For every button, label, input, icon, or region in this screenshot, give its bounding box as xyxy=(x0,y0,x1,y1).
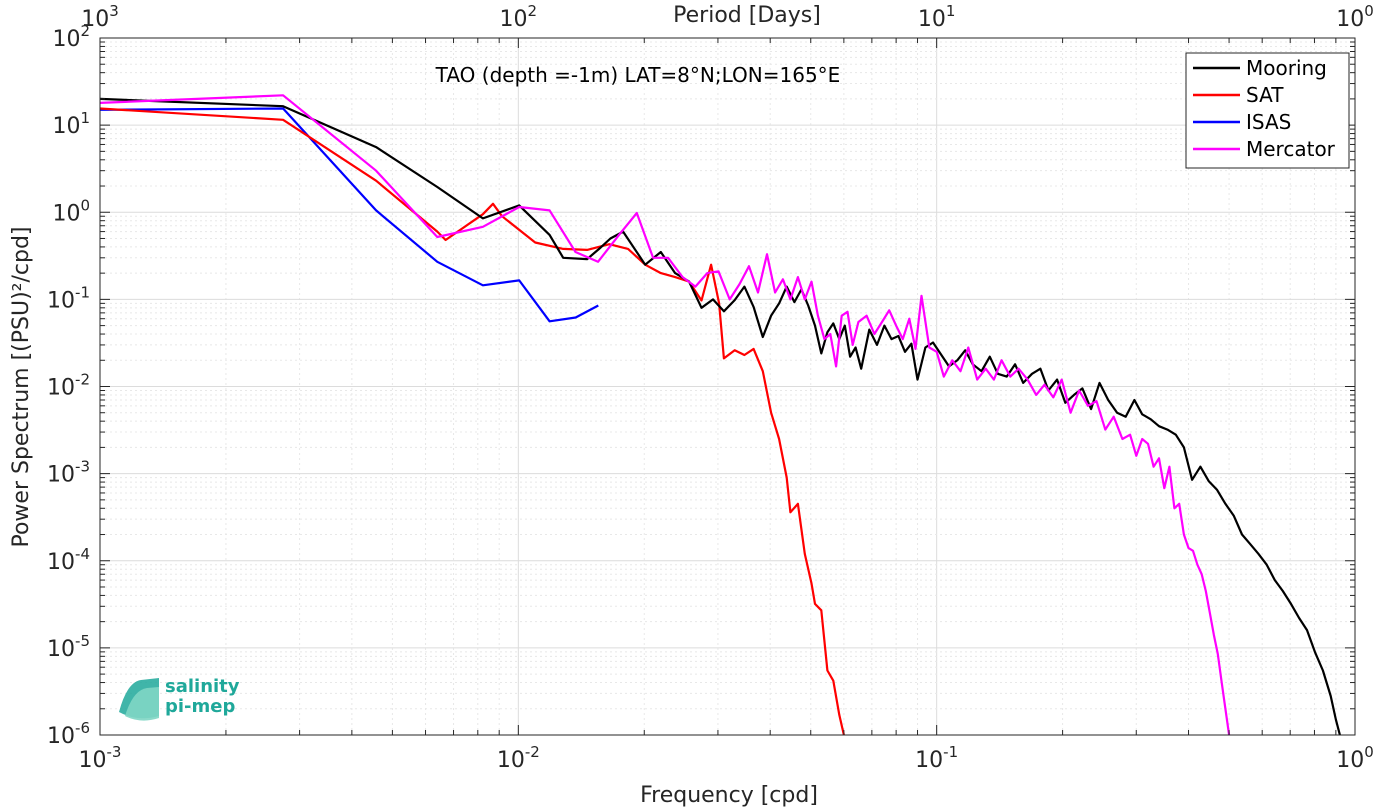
x-tick-label: 10-1 xyxy=(915,743,958,773)
chart-title: TAO (depth =-1m) LAT=8°N;LON=165°E xyxy=(435,63,841,87)
axis-ticks xyxy=(99,37,1356,736)
top-tick-label: 103 xyxy=(81,2,119,32)
y-tick-label: 10-3 xyxy=(47,458,90,488)
y-tick-label: 10-1 xyxy=(47,283,90,313)
top-tick-label: 100 xyxy=(1336,2,1374,32)
series-line-mercator xyxy=(99,94,1231,736)
y-tick-label: 100 xyxy=(52,196,90,226)
top-tick-label: 101 xyxy=(918,2,956,32)
x-tick-label: 100 xyxy=(1336,743,1374,773)
series-line-sat xyxy=(99,107,845,736)
series-line-mooring xyxy=(99,97,1341,736)
y-tick-label: 10-2 xyxy=(47,371,90,401)
legend-label-mercator: Mercator xyxy=(1246,137,1336,161)
legend-label-sat: SAT xyxy=(1246,83,1284,107)
x-tick-label: 10-3 xyxy=(79,743,122,773)
x-tick-label: 10-2 xyxy=(497,743,540,773)
series-line-isas xyxy=(99,107,599,323)
y-axis-title: Power Spectrum [(PSU)²/cpd] xyxy=(9,226,34,547)
salinity-pi-mep-logo: salinity pi-mep xyxy=(119,676,240,721)
legend-label-isas: ISAS xyxy=(1246,110,1291,134)
y-tick-label: 102 xyxy=(52,22,90,52)
x-axis-title: Frequency [cpd] xyxy=(640,783,818,808)
legend-label-mooring: Mooring xyxy=(1246,56,1327,80)
top-axis-title: Period [Days] xyxy=(673,3,821,28)
legend: Mooring SAT ISAS Mercator xyxy=(1185,52,1350,169)
top-tick-label: 102 xyxy=(500,2,538,32)
y-tick-label: 10-4 xyxy=(47,545,90,575)
logo-text-pi-mep: pi-mep xyxy=(165,696,235,717)
y-tick-label: 10-5 xyxy=(47,632,90,662)
y-tick-label: 101 xyxy=(52,109,90,139)
series-layer xyxy=(99,94,1341,736)
y-tick-label: 10-6 xyxy=(47,719,90,749)
logo-text-salinity: salinity xyxy=(165,676,240,697)
